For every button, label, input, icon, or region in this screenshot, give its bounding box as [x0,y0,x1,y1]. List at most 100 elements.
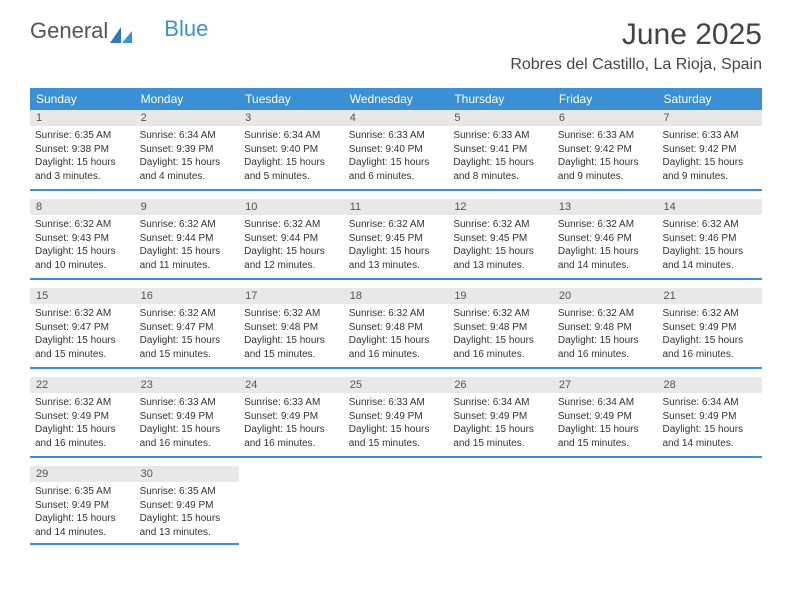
sunset-text: Sunset: 9:48 PM [349,321,444,335]
sunset-text: Sunset: 9:40 PM [349,143,444,157]
day-number: 3 [239,110,344,126]
day-body: Sunrise: 6:32 AMSunset: 9:48 PMDaylight:… [553,304,658,367]
sunrise-text: Sunrise: 6:33 AM [453,129,548,143]
sunrise-text: Sunrise: 6:34 AM [558,396,653,410]
day-cell: 26Sunrise: 6:34 AMSunset: 9:49 PMDayligh… [448,377,553,456]
weeks-container: 1Sunrise: 6:35 AMSunset: 9:38 PMDaylight… [30,110,762,545]
daylight-text: Daylight: 15 hours and 15 minutes. [453,423,548,450]
day-body: Sunrise: 6:32 AMSunset: 9:46 PMDaylight:… [553,215,658,278]
daylight-text: Daylight: 15 hours and 4 minutes. [140,156,235,183]
sunset-text: Sunset: 9:43 PM [35,232,130,246]
logo-text-1: General [30,18,108,44]
day-cell: 2Sunrise: 6:34 AMSunset: 9:39 PMDaylight… [135,110,240,189]
sunset-text: Sunset: 9:45 PM [349,232,444,246]
day-cell: 6Sunrise: 6:33 AMSunset: 9:42 PMDaylight… [553,110,658,189]
day-body: Sunrise: 6:32 AMSunset: 9:44 PMDaylight:… [135,215,240,278]
sunrise-text: Sunrise: 6:33 AM [244,396,339,410]
day-body: Sunrise: 6:32 AMSunset: 9:48 PMDaylight:… [448,304,553,367]
daylight-text: Daylight: 15 hours and 14 minutes. [558,245,653,272]
sunset-text: Sunset: 9:49 PM [35,410,130,424]
sunset-text: Sunset: 9:49 PM [140,499,235,513]
day-number: 2 [135,110,240,126]
daylight-text: Daylight: 15 hours and 15 minutes. [349,423,444,450]
daylight-text: Daylight: 15 hours and 5 minutes. [244,156,339,183]
sunrise-text: Sunrise: 6:32 AM [140,218,235,232]
day-body: Sunrise: 6:35 AMSunset: 9:49 PMDaylight:… [30,482,135,545]
day-body: Sunrise: 6:35 AMSunset: 9:38 PMDaylight:… [30,126,135,189]
daylight-text: Daylight: 15 hours and 14 minutes. [35,512,130,539]
sunset-text: Sunset: 9:46 PM [558,232,653,246]
header: General Blue June 2025 Robres del Castil… [0,0,792,78]
sunrise-text: Sunrise: 6:33 AM [349,396,444,410]
day-cell: 25Sunrise: 6:33 AMSunset: 9:49 PMDayligh… [344,377,449,456]
day-cell: 27Sunrise: 6:34 AMSunset: 9:49 PMDayligh… [553,377,658,456]
day-body: Sunrise: 6:32 AMSunset: 9:48 PMDaylight:… [239,304,344,367]
sunrise-text: Sunrise: 6:32 AM [349,218,444,232]
week-row: 29Sunrise: 6:35 AMSunset: 9:49 PMDayligh… [30,466,762,545]
day-number: 1 [30,110,135,126]
sunrise-text: Sunrise: 6:34 AM [244,129,339,143]
day-number: 12 [448,199,553,215]
day-cell: 10Sunrise: 6:32 AMSunset: 9:44 PMDayligh… [239,199,344,278]
sunrise-text: Sunrise: 6:32 AM [140,307,235,321]
daylight-text: Daylight: 15 hours and 15 minutes. [35,334,130,361]
daylight-text: Daylight: 15 hours and 9 minutes. [662,156,757,183]
day-body: Sunrise: 6:32 AMSunset: 9:43 PMDaylight:… [30,215,135,278]
day-cell: 22Sunrise: 6:32 AMSunset: 9:49 PMDayligh… [30,377,135,456]
day-cell: 13Sunrise: 6:32 AMSunset: 9:46 PMDayligh… [553,199,658,278]
sunset-text: Sunset: 9:48 PM [453,321,548,335]
day-body: Sunrise: 6:32 AMSunset: 9:49 PMDaylight:… [30,393,135,456]
day-cell: 1Sunrise: 6:35 AMSunset: 9:38 PMDaylight… [30,110,135,189]
sunrise-text: Sunrise: 6:34 AM [662,396,757,410]
daylight-text: Daylight: 15 hours and 3 minutes. [35,156,130,183]
day-number: 10 [239,199,344,215]
day-cell: 14Sunrise: 6:32 AMSunset: 9:46 PMDayligh… [657,199,762,278]
sunset-text: Sunset: 9:38 PM [35,143,130,157]
day-cell: 7Sunrise: 6:33 AMSunset: 9:42 PMDaylight… [657,110,762,189]
sunrise-text: Sunrise: 6:33 AM [662,129,757,143]
day-number: 6 [553,110,658,126]
day-number: 28 [657,377,762,393]
day-number: 7 [657,110,762,126]
sunrise-text: Sunrise: 6:35 AM [35,129,130,143]
day-body: Sunrise: 6:32 AMSunset: 9:49 PMDaylight:… [657,304,762,367]
daylight-text: Daylight: 15 hours and 15 minutes. [558,423,653,450]
day-cell [448,466,553,545]
daylight-text: Daylight: 15 hours and 16 minutes. [558,334,653,361]
sunrise-text: Sunrise: 6:32 AM [35,218,130,232]
daylight-text: Daylight: 15 hours and 16 minutes. [662,334,757,361]
day-body: Sunrise: 6:33 AMSunset: 9:49 PMDaylight:… [135,393,240,456]
daylight-text: Daylight: 15 hours and 16 minutes. [140,423,235,450]
day-cell: 23Sunrise: 6:33 AMSunset: 9:49 PMDayligh… [135,377,240,456]
day-number: 13 [553,199,658,215]
sunset-text: Sunset: 9:46 PM [662,232,757,246]
calendar: SundayMondayTuesdayWednesdayThursdayFrid… [30,88,762,545]
sunset-text: Sunset: 9:48 PM [244,321,339,335]
day-cell: 19Sunrise: 6:32 AMSunset: 9:48 PMDayligh… [448,288,553,367]
day-body [448,470,553,479]
location: Robres del Castillo, La Rioja, Spain [510,56,762,74]
day-number: 21 [657,288,762,304]
day-number: 5 [448,110,553,126]
sunset-text: Sunset: 9:47 PM [140,321,235,335]
day-body: Sunrise: 6:34 AMSunset: 9:39 PMDaylight:… [135,126,240,189]
day-body: Sunrise: 6:32 AMSunset: 9:47 PMDaylight:… [30,304,135,367]
day-cell: 17Sunrise: 6:32 AMSunset: 9:48 PMDayligh… [239,288,344,367]
day-cell [553,466,658,545]
logo-text-2: Blue [164,16,208,42]
day-number: 8 [30,199,135,215]
sunset-text: Sunset: 9:49 PM [35,499,130,513]
sunset-text: Sunset: 9:44 PM [140,232,235,246]
dow-cell: Sunday [30,88,135,110]
week-row: 1Sunrise: 6:35 AMSunset: 9:38 PMDaylight… [30,110,762,191]
daylight-text: Daylight: 15 hours and 12 minutes. [244,245,339,272]
sunset-text: Sunset: 9:40 PM [244,143,339,157]
day-body: Sunrise: 6:34 AMSunset: 9:49 PMDaylight:… [553,393,658,456]
week-row: 8Sunrise: 6:32 AMSunset: 9:43 PMDaylight… [30,199,762,280]
daylight-text: Daylight: 15 hours and 11 minutes. [140,245,235,272]
title-block: June 2025 Robres del Castillo, La Rioja,… [510,18,762,74]
day-body: Sunrise: 6:33 AMSunset: 9:41 PMDaylight:… [448,126,553,189]
day-body [657,470,762,479]
daylight-text: Daylight: 15 hours and 13 minutes. [140,512,235,539]
day-number: 17 [239,288,344,304]
